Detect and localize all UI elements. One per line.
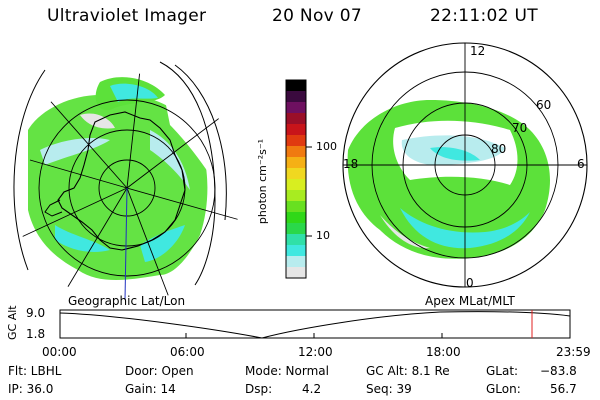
colorbar-swatch [286,245,306,257]
colorbar-swatch [286,124,306,136]
mlt-label-12: 12 [470,44,486,58]
colorbar-swatch [286,91,306,103]
time-tick-0000: 00:00 [42,345,77,359]
colorbar-swatch [286,80,306,92]
date-label: 20 Nov 07 [272,6,362,26]
time-tick-0600: 06:00 [170,345,205,359]
colorbar-swatch [286,157,306,169]
geo-panel-label: Geographic Lat/Lon [68,294,186,308]
status-gc-alt: GC Alt: 8.1 Re [366,364,450,378]
apex-panel [342,42,588,288]
status-dsp-label: Dsp: [245,382,273,396]
colorbar-swatch [286,113,306,125]
apex-panel-label: Apex MLat/MLT [425,294,515,308]
status-dsp-value: 4.2 [302,382,322,396]
colorbar-swatch [286,201,306,213]
instrument-title: Ultraviolet Imager [47,6,207,26]
status-glon-value: 56.7 [550,382,577,396]
status-glat-label: GLat: [486,364,519,378]
status-gain: Gain: 14 [125,382,176,396]
time-tick-2359: 23:59 [556,345,591,359]
time-tick-1200: 12:00 [298,345,333,359]
status-ip: IP: 36.0 [8,382,54,396]
status-door: Door: Open [125,364,194,378]
colorbar-swatch [286,135,306,147]
alt-y-label-max: 9.0 [26,306,46,320]
colorbar-tick-100: 100 [316,140,337,153]
colorbar-swatch [286,267,306,279]
altitude-curve [59,311,571,339]
gc-alt-axis-label: GC Alt [6,305,19,340]
mlt-label-18: 18 [343,157,359,171]
colorbar-swatch [286,212,306,224]
colorbar-swatch [286,146,306,158]
colorbar-swatch [286,190,306,202]
time-label: 22:11:02 UT [430,6,538,26]
colorbar [285,79,312,279]
status-glat-value: −83.8 [540,364,577,378]
mlat-label-80: 80 [491,142,507,156]
mlt-label-6: 6 [577,157,585,171]
colorbar-swatch [286,179,306,191]
colorbar-swatch [286,223,306,235]
altitude-plot [59,309,571,339]
colorbar-unit-label: photon cm⁻²s⁻¹ [256,138,270,225]
alt-y-label-min: 1.8 [26,327,46,341]
mlat-label-60: 60 [536,98,552,112]
colorbar-swatch [286,168,306,180]
mlt-label-0: 0 [466,276,474,290]
status-glon-label: GLon: [486,382,521,396]
colorbar-swatch [286,256,306,268]
time-tick-1800: 18:00 [426,345,461,359]
colorbar-swatch [286,102,306,114]
colorbar-swatch [286,234,306,246]
status-filter: Flt: LBHL [8,364,62,378]
mlat-label-70: 70 [512,121,528,135]
antarctica-coastline [57,111,186,251]
status-mode: Mode: Normal [245,364,329,378]
status-seq: Seq: 39 [366,382,412,396]
geographic-panel [12,61,242,303]
colorbar-tick-10: 10 [316,229,330,242]
